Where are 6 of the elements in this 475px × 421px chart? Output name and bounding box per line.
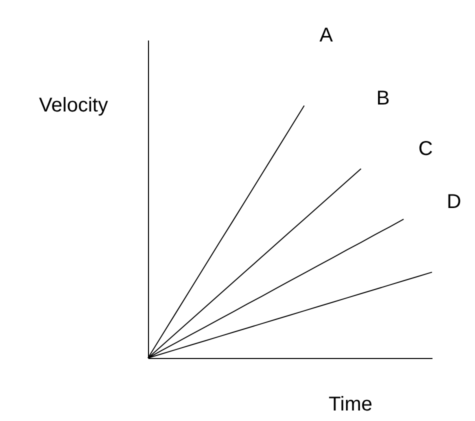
text: D	[446, 191, 462, 214]
x-axis-title: Time	[328, 394, 372, 416]
y-axis-title: Velocity	[39, 94, 108, 116]
text: A	[320, 24, 334, 47]
text: B	[376, 88, 390, 110]
text: C	[418, 138, 433, 160]
